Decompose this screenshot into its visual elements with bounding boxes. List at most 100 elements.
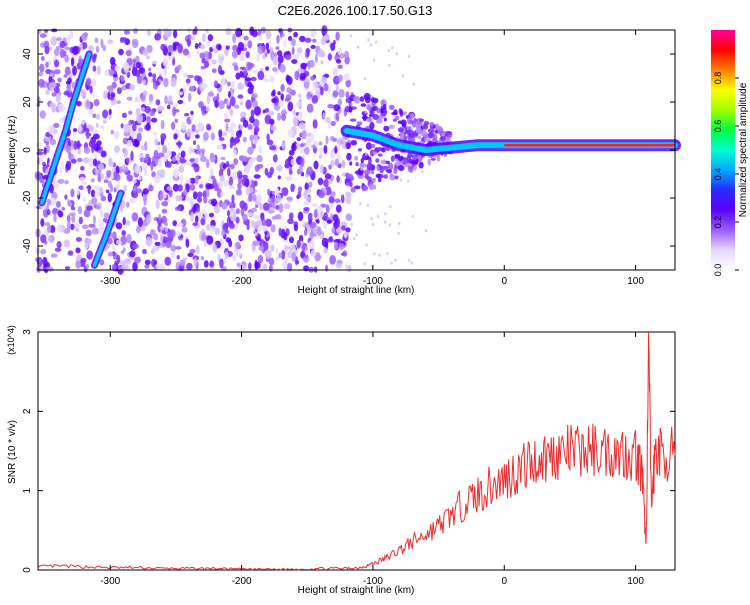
spectrogram-cell <box>335 31 340 41</box>
spectrogram-cell <box>81 42 88 50</box>
spectrogram-cell <box>344 50 349 59</box>
spectrogram-cell <box>252 193 257 202</box>
spectrogram-cell <box>75 143 82 147</box>
spectrogram-cell <box>245 99 252 110</box>
spectrogram-cell <box>108 157 113 164</box>
spectrogram-cell <box>434 130 438 134</box>
spectrogram-cell <box>80 257 87 263</box>
spectrogram-cell <box>359 162 364 169</box>
spectrogram-cell <box>107 251 114 257</box>
spectrogram-cell <box>323 247 328 254</box>
spectrogram-cell <box>395 52 398 56</box>
spectrogram-cell <box>85 99 90 108</box>
snr-x-tick-label: 100 <box>627 576 644 587</box>
spectrogram-cell <box>321 216 328 221</box>
spectrogram-cell <box>59 40 66 49</box>
spectrogram-cell <box>194 42 199 50</box>
spectrogram-x-axis-label: Height of straight line (km) <box>298 285 415 296</box>
spectrogram-cell <box>247 61 253 71</box>
spectrogram-cell <box>46 198 52 206</box>
spectrogram-cell <box>198 101 204 109</box>
spectrogram-cell <box>327 104 335 109</box>
spectrogram-cell <box>330 191 336 198</box>
spectrogram-cell <box>311 95 319 104</box>
spectrogram-cell <box>38 78 45 88</box>
spectrogram-cell <box>45 61 49 68</box>
spectrogram-cell <box>332 68 339 76</box>
spectrogram-cell <box>94 185 100 192</box>
spectrogram-cell <box>168 51 172 57</box>
spectrogram-cell <box>268 257 275 266</box>
spectrogram-cell <box>134 256 142 264</box>
spectrogram-cell <box>270 125 277 131</box>
spectrogram-cell <box>334 241 339 250</box>
spectrogram-cell <box>64 145 71 153</box>
spectrogram-cell <box>310 75 315 81</box>
spectrogram-cell <box>74 222 80 231</box>
spectrogram-cell <box>330 120 336 127</box>
spectrogram-cell <box>304 254 309 259</box>
spectrogram-cell <box>177 91 184 96</box>
spectrogram-cell <box>64 54 69 63</box>
spectrogram-cell <box>376 107 381 114</box>
spectrogram-cell <box>126 140 133 147</box>
spectrogram-cell <box>197 121 203 131</box>
spectrogram-cell <box>365 243 368 247</box>
spectrogram-cell <box>122 217 126 226</box>
spectrogram-cell <box>267 207 274 214</box>
spectrogram-cell <box>238 234 244 242</box>
spectrogram-cell <box>38 71 44 77</box>
spectrogram-cell <box>224 118 231 123</box>
colorbar-tick-label: 0.2 <box>713 216 723 229</box>
spectrogram-cell <box>415 123 421 129</box>
spectrogram-y-tick-label: -20 <box>22 190 33 205</box>
spectrogram-cell <box>92 113 97 119</box>
spectrogram-cell <box>159 225 165 231</box>
spectrogram-cell <box>109 96 115 101</box>
spectrogram-cell <box>300 130 307 140</box>
spectrogram-cell <box>116 87 122 95</box>
spectrogram-cell <box>369 43 373 47</box>
spectrogram-cell <box>64 266 71 270</box>
spectrogram-cell <box>131 212 139 222</box>
spectrogram-cell <box>281 187 289 197</box>
spectrogram-cell <box>206 124 212 131</box>
spectrogram-cell <box>88 157 95 168</box>
spectrogram-cell <box>146 55 150 60</box>
spectrogram-cell <box>424 229 428 233</box>
spectrogram-cell <box>116 100 121 104</box>
spectrogram-cell <box>123 148 128 158</box>
spectrogram-cell <box>64 194 68 200</box>
spectrogram-cell <box>100 150 107 158</box>
spectrogram-cell <box>56 37 62 41</box>
spectrogram-cell <box>43 147 47 155</box>
spectrogram-cell <box>56 200 61 208</box>
spectrogram-cell <box>97 163 105 170</box>
spectrogram-cell <box>225 27 232 35</box>
spectrogram-cell <box>166 161 172 168</box>
spectrogram-cell <box>209 260 215 268</box>
spectrogram-cell <box>158 213 162 221</box>
snr-y-multiplier: (x10^4) <box>6 325 16 355</box>
spectrogram-cell <box>379 165 384 174</box>
spectrogram-cell <box>63 90 70 96</box>
spectrogram-cell <box>220 156 226 161</box>
spectrogram-cell <box>126 201 130 208</box>
spectrogram-cell <box>276 194 282 203</box>
spectrogram-cell <box>226 216 231 225</box>
spectrogram-cell <box>99 259 105 266</box>
spectrogram-cell <box>267 188 271 196</box>
spectrogram-cell <box>349 118 357 122</box>
spectrogram-cell <box>273 52 278 57</box>
spectrogram-cell <box>350 222 353 226</box>
spectrogram-cell <box>217 54 225 59</box>
spectrogram-cell <box>250 207 257 213</box>
spectrogram-cell <box>365 152 368 156</box>
spectrogram-cell <box>418 161 424 169</box>
spectrogram-cell <box>253 174 261 179</box>
spectrogram-cell <box>209 154 216 163</box>
spectrogram-cell <box>337 98 343 106</box>
spectrogram-cell <box>50 36 57 46</box>
spectrogram-cell <box>123 258 131 265</box>
spectrogram-cell <box>130 150 134 161</box>
